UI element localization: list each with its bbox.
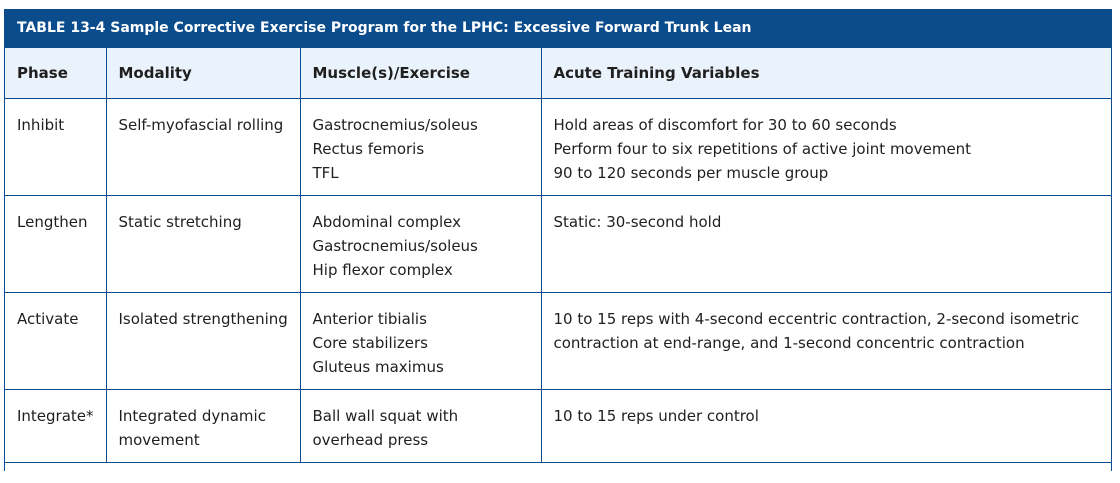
exercise-program-table: Phase Modality Muscle(s)/Exercise Acute …	[5, 47, 1111, 483]
modality-text: Integrated dynamic	[118, 407, 266, 425]
cell-muscles: Abdominal complex Gastrocnemius/soleus H…	[299, 195, 542, 293]
cell-variables: 10 to 15 reps with 4-second eccentric co…	[540, 292, 1111, 390]
table-row-lengthen: Lengthen Static stretching Abdominal com…	[5, 195, 1111, 293]
muscle-item: Gastrocnemius/soleus	[312, 237, 478, 255]
cell-variables: Static: 30-second hold	[540, 195, 1111, 293]
cell-modality: Static stretching	[105, 195, 301, 293]
phase-text: Integrate*	[17, 407, 94, 425]
column-header-phase: Phase	[5, 47, 107, 99]
muscle-item: Anterior tibialis	[312, 310, 427, 328]
cell-phase: Inhibit	[5, 98, 107, 196]
muscle-item: overhead press	[312, 431, 429, 449]
cell-phase: Integrate*	[5, 389, 107, 463]
modality-text: Isolated strengthening	[118, 310, 288, 328]
cell-modality: Isolated strengthening	[105, 292, 301, 390]
muscle-item: Abdominal complex	[312, 213, 461, 231]
variable-item: Hold areas of discomfort for 30 to 60 se…	[553, 116, 897, 134]
phase-text: Activate	[17, 310, 79, 328]
cell-muscles: Gastrocnemius/soleus Rectus femoris TFL	[299, 98, 542, 196]
variable-item: contraction at end-range, and 1-second c…	[553, 334, 1025, 352]
exercise-program-table-container: TABLE 13-4 Sample Corrective Exercise Pr…	[4, 9, 1112, 483]
column-header-modality: Modality	[105, 47, 301, 99]
cell-modality: Self-myofascial rolling	[105, 98, 301, 196]
muscle-item: Ball wall squat with	[312, 407, 459, 425]
muscle-item: Hip flexor complex	[312, 261, 453, 279]
muscle-item: Gastrocnemius/soleus	[312, 116, 478, 134]
modality-text: Static stretching	[118, 213, 242, 231]
cell-muscles: Ball wall squat with overhead press	[299, 389, 542, 463]
cell-variables: 10 to 15 reps under control	[540, 389, 1111, 463]
modality-text: movement	[118, 431, 200, 449]
table-row-footnote-partial	[5, 462, 1111, 483]
variable-item: 90 to 120 seconds per muscle group	[553, 164, 829, 182]
muscle-item: Rectus femoris	[312, 140, 425, 158]
table-row-integrate: Integrate* Integrated dynamic movement B…	[5, 389, 1111, 463]
table-row-inhibit: Inhibit Self-myofascial rolling Gastrocn…	[5, 98, 1111, 196]
cell-footnote-partial	[5, 462, 1111, 483]
cell-modality: Integrated dynamic movement	[105, 389, 301, 463]
cell-variables: Hold areas of discomfort for 30 to 60 se…	[540, 98, 1111, 196]
column-header-variables: Acute Training Variables	[540, 47, 1111, 99]
variable-item: Static: 30-second hold	[553, 213, 722, 231]
phase-text: Inhibit	[17, 116, 65, 134]
muscle-item: Gluteus maximus	[312, 358, 444, 376]
table-caption: TABLE 13-4 Sample Corrective Exercise Pr…	[5, 9, 1111, 47]
modality-text: Self-myofascial rolling	[118, 116, 284, 134]
table-row-activate: Activate Isolated strengthening Anterior…	[5, 292, 1111, 390]
variable-item: Perform four to six repetitions of activ…	[553, 140, 972, 158]
table-header-row: Phase Modality Muscle(s)/Exercise Acute …	[5, 47, 1111, 99]
muscle-item: TFL	[312, 164, 339, 182]
variable-item: 10 to 15 reps with 4-second eccentric co…	[553, 310, 1080, 328]
column-header-muscles: Muscle(s)/Exercise	[299, 47, 542, 99]
muscle-item: Core stabilizers	[312, 334, 428, 352]
cell-phase: Activate	[5, 292, 107, 390]
cell-phase: Lengthen	[5, 195, 107, 293]
cell-muscles: Anterior tibialis Core stabilizers Glute…	[299, 292, 542, 390]
phase-text: Lengthen	[17, 213, 88, 231]
variable-item: 10 to 15 reps under control	[553, 407, 759, 425]
